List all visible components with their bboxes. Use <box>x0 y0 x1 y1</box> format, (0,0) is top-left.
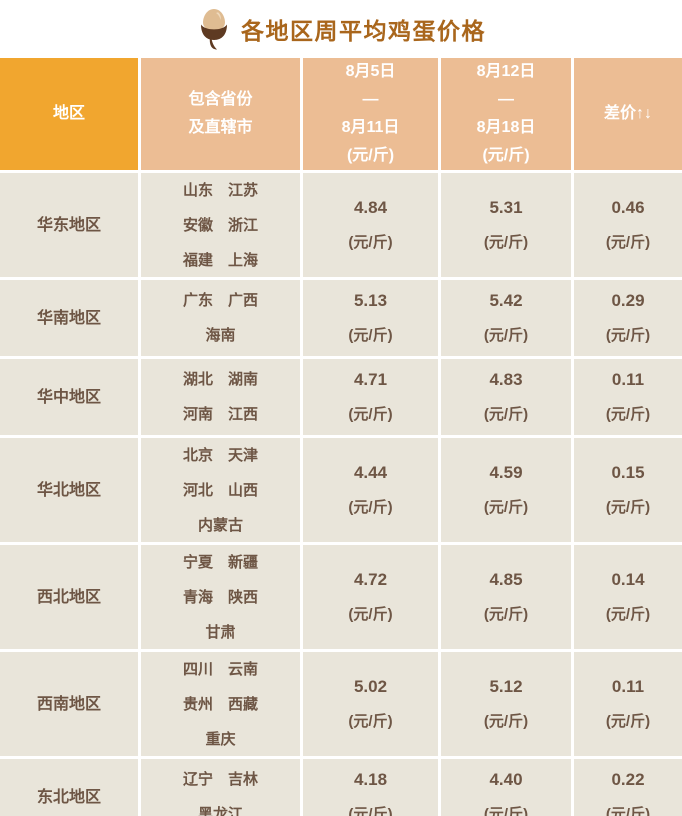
price-week1-cell: 5.02 (元/斤) <box>303 652 438 756</box>
header-provinces: 包含省份 及直辖市 <box>141 58 300 170</box>
page-title-bar: 各地区周平均鸡蛋价格 <box>0 0 682 58</box>
price-diff-cell: 0.22 (元/斤) <box>574 759 682 816</box>
region-cell: 华南地区 <box>0 280 138 356</box>
header-week1: 8月5日 — 8月11日 (元/斤) <box>303 58 438 170</box>
region-cell: 华东地区 <box>0 173 138 277</box>
region-cell: 华中地区 <box>0 359 138 435</box>
price-week1-cell: 4.44 (元/斤) <box>303 438 438 542</box>
price-diff-cell: 0.15 (元/斤) <box>574 438 682 542</box>
egg-price-table: 地区 包含省份 及直辖市 8月5日 — 8月11日 (元/斤) 8月12日 — … <box>0 58 682 816</box>
price-week1-cell: 4.72 (元/斤) <box>303 545 438 649</box>
price-week1-cell: 5.13 (元/斤) <box>303 280 438 356</box>
price-diff-cell: 0.14 (元/斤) <box>574 545 682 649</box>
egg-in-cup-icon <box>196 7 232 51</box>
provinces-cell: 北京 天津 河北 山西 内蒙古 <box>141 438 300 542</box>
price-week1-cell: 4.71 (元/斤) <box>303 359 438 435</box>
region-cell: 西南地区 <box>0 652 138 756</box>
price-week2-cell: 4.59 (元/斤) <box>441 438 571 542</box>
region-cell: 东北地区 <box>0 759 138 816</box>
header-week2: 8月12日 — 8月18日 (元/斤) <box>441 58 571 170</box>
provinces-cell: 广东 广西 海南 <box>141 280 300 356</box>
price-diff-cell: 0.11 (元/斤) <box>574 359 682 435</box>
price-week1-cell: 4.18 (元/斤) <box>303 759 438 816</box>
provinces-cell: 山东 江苏 安徽 浙江 福建 上海 <box>141 173 300 277</box>
price-week2-cell: 4.85 (元/斤) <box>441 545 571 649</box>
provinces-cell: 辽宁 吉林 黑龙江 <box>141 759 300 816</box>
price-week2-cell: 4.40 (元/斤) <box>441 759 571 816</box>
price-week2-cell: 4.83 (元/斤) <box>441 359 571 435</box>
header-diff: 差价↑↓ <box>574 58 682 170</box>
provinces-cell: 四川 云南 贵州 西藏 重庆 <box>141 652 300 756</box>
price-diff-cell: 0.11 (元/斤) <box>574 652 682 756</box>
price-diff-cell: 0.29 (元/斤) <box>574 280 682 356</box>
price-week2-cell: 5.42 (元/斤) <box>441 280 571 356</box>
region-cell: 西北地区 <box>0 545 138 649</box>
region-cell: 华北地区 <box>0 438 138 542</box>
price-diff-cell: 0.46 (元/斤) <box>574 173 682 277</box>
provinces-cell: 宁夏 新疆 青海 陕西 甘肃 <box>141 545 300 649</box>
page-title: 各地区周平均鸡蛋价格 <box>241 18 486 44</box>
price-week2-cell: 5.12 (元/斤) <box>441 652 571 756</box>
price-week2-cell: 5.31 (元/斤) <box>441 173 571 277</box>
header-region: 地区 <box>0 58 138 170</box>
price-week1-cell: 4.84 (元/斤) <box>303 173 438 277</box>
provinces-cell: 湖北 湖南 河南 江西 <box>141 359 300 435</box>
